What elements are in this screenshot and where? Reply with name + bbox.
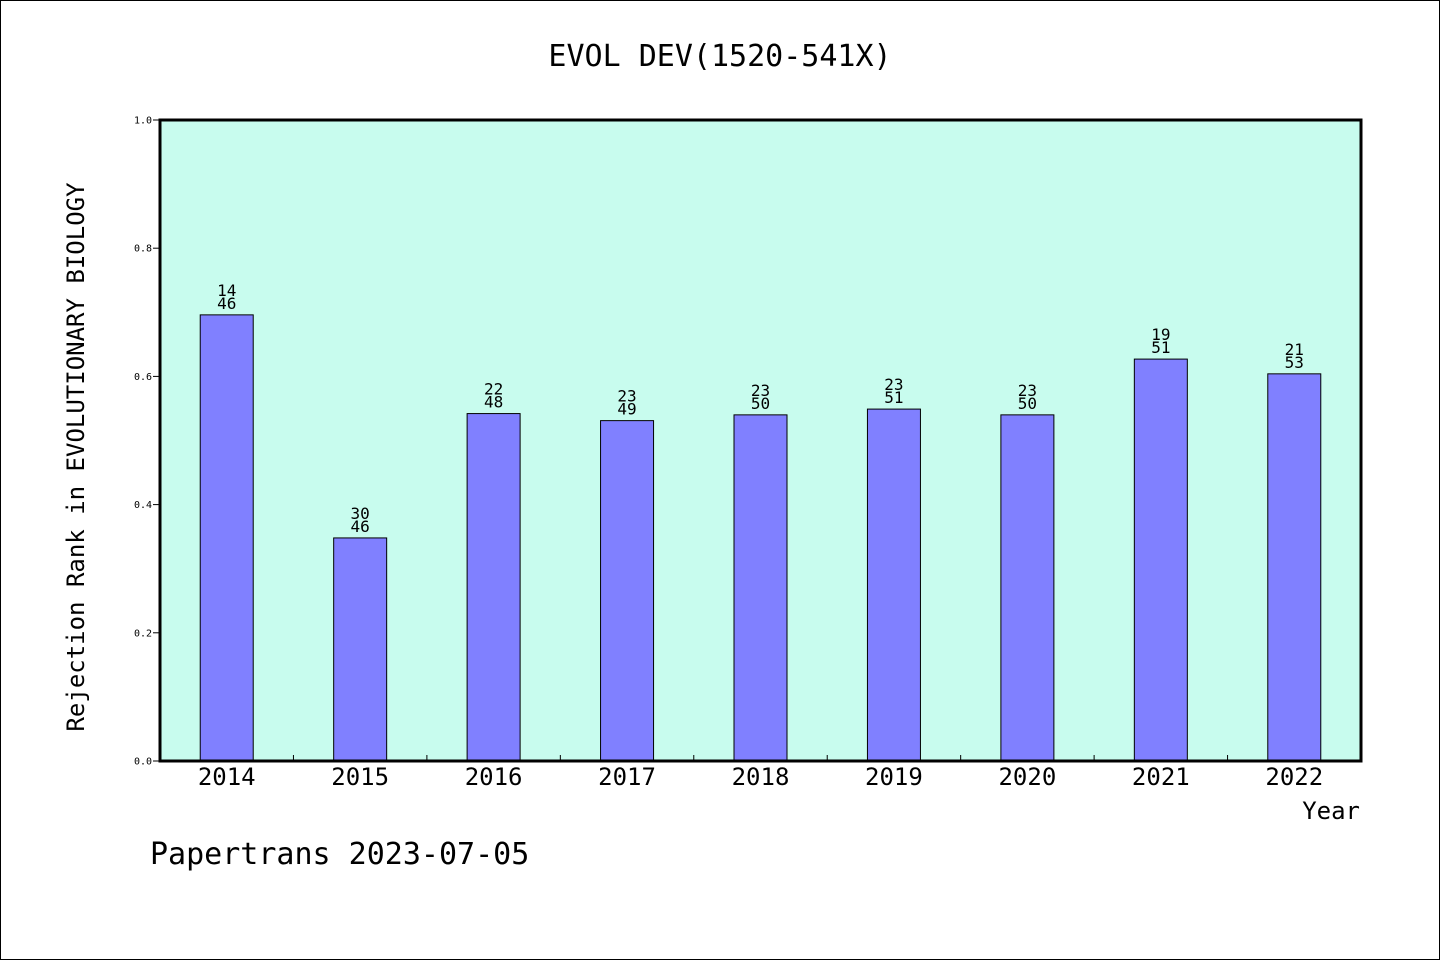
y-tick-label: 0.4 (134, 500, 152, 511)
x-tick-label: 2018 (732, 763, 790, 791)
x-axis-label: Year (1302, 797, 1360, 825)
x-tick-label: 2019 (865, 763, 923, 791)
bar-label-bottom: 53 (1285, 353, 1304, 372)
bar-label-bottom: 51 (1151, 338, 1170, 357)
plot-border (158, 118, 1363, 763)
x-tick-label: 2022 (1265, 763, 1323, 791)
bar-label-bottom: 46 (217, 294, 236, 313)
bar-2021 (1133, 358, 1188, 762)
bar-label-bottom: 50 (751, 394, 770, 413)
footer-text: Papertrans 2023-07-05 (150, 837, 529, 872)
y-tick-label: 0.8 (134, 244, 152, 255)
bar-label-top: 19 (1151, 325, 1170, 344)
bar-label-top: 21 (1285, 340, 1304, 359)
bar-2016 (466, 413, 521, 762)
y-axis-label: Rejection Rank in EVOLUTIONARY BIOLOGY (62, 182, 90, 732)
bar-label-top: 23 (751, 381, 770, 400)
bar-label-top: 30 (351, 504, 370, 523)
x-tick-label: 2014 (198, 763, 256, 791)
y-tick-label: 0.6 (134, 372, 152, 383)
bar-2017 (600, 420, 655, 762)
x-axis: 2014 2015 2016 2017 2018 2019 2020 2021 2022 (198, 755, 1323, 791)
bar-2014 (199, 314, 254, 762)
bar-label-bottom: 50 (1018, 394, 1037, 413)
y-tick-label: 0.2 (134, 628, 152, 639)
bar-2020 (1000, 414, 1055, 762)
bar-2018 (733, 414, 788, 762)
x-tick-label: 2020 (998, 763, 1056, 791)
bar-label-top: 23 (1018, 381, 1037, 400)
x-tick-label: 2015 (331, 763, 389, 791)
bar-label-top: 22 (484, 380, 503, 399)
bar-label-bottom: 51 (884, 388, 903, 407)
y-tick-label: 1.0 (134, 116, 152, 127)
x-tick-label: 2016 (465, 763, 523, 791)
bar-label-bottom: 46 (351, 517, 370, 536)
bar-label-top: 14 (217, 281, 236, 300)
bar-label-top: 23 (884, 375, 903, 394)
y-tick-label: 0.0 (134, 757, 152, 768)
bar-2022 (1267, 373, 1322, 762)
bar-label-bottom: 49 (617, 400, 636, 419)
bar-2015 (333, 537, 388, 762)
bar-2019 (866, 408, 921, 762)
x-tick-label: 2021 (1132, 763, 1190, 791)
chart-title: EVOL DEV(1520-541X) (548, 39, 891, 74)
y-axis: 0.0 0.2 0.4 0.6 0.8 1.0 (134, 116, 160, 768)
bar-label-bottom: 48 (484, 393, 503, 412)
x-tick-label: 2017 (598, 763, 656, 791)
bar-label-top: 23 (617, 387, 636, 406)
